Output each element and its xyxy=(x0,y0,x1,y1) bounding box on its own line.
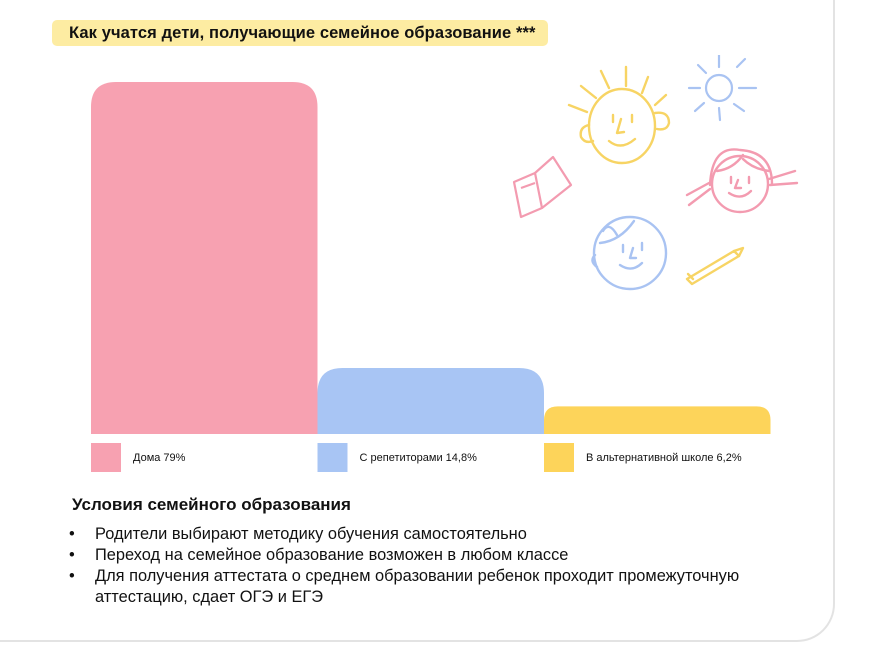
legend-swatch xyxy=(91,443,121,472)
kids-illustration xyxy=(512,55,799,291)
legend-swatch xyxy=(544,443,574,472)
pencil-icon xyxy=(685,246,745,286)
list-item: Переход на семейное образование возможен… xyxy=(68,545,758,566)
legend-label: Дома 79% xyxy=(133,452,186,464)
list-item: Родители выбирают методику обучения само… xyxy=(68,524,758,545)
legend-label: В альтернативной школе 6,2% xyxy=(586,452,742,464)
boy-face-icon xyxy=(591,215,668,291)
bar-3 xyxy=(544,406,771,434)
sun-face-icon xyxy=(567,65,671,165)
card-border xyxy=(0,0,835,642)
bar-1 xyxy=(91,82,318,434)
list-item: Для получения аттестата о среднем образо… xyxy=(68,566,758,608)
bar-2 xyxy=(317,368,544,434)
legend-swatch xyxy=(317,443,348,472)
small-sun-icon xyxy=(687,55,758,122)
girl-face-icon xyxy=(685,148,799,214)
conditions-heading: Условия семейного образования xyxy=(72,495,351,514)
open-book-icon xyxy=(512,155,573,219)
conditions-list: Родители выбирают методику обучения само… xyxy=(68,524,758,608)
chart-title: Как учатся дети, получающие семейное обр… xyxy=(52,20,548,46)
legend-label: С репетиторами 14,8% xyxy=(360,452,478,464)
